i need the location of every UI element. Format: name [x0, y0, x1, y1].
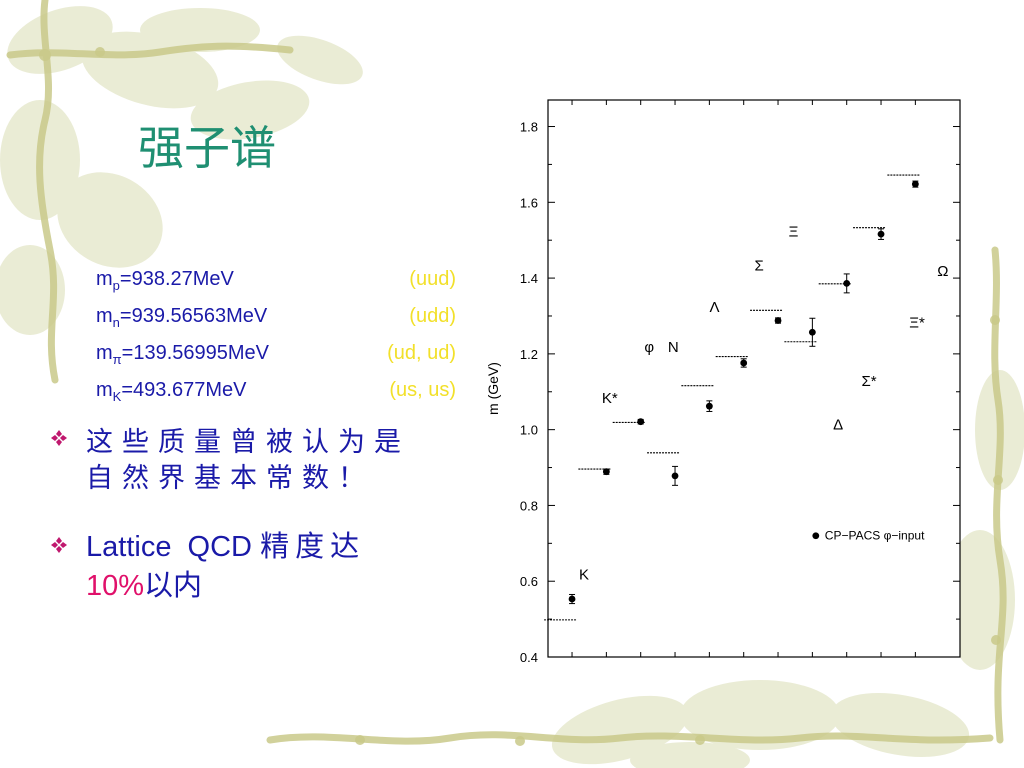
- particle-label: Λ: [710, 299, 720, 316]
- diamond-cluster-icon: [51, 430, 67, 446]
- y-axis-label: m (GeV): [485, 362, 501, 415]
- mass-row-proton: mp=938.27MeV (uud): [96, 268, 456, 305]
- y-tick-label: 1.2: [520, 347, 538, 362]
- bullet-item: Lattice QCD 精度达 10%以内: [50, 527, 475, 605]
- precision-text: 精度达: [260, 529, 366, 563]
- bullet-line: 10%以内: [86, 566, 475, 605]
- y-tick-label: 1.0: [520, 423, 538, 438]
- mass-row-kaon: mK=493.677MeV (us, us): [96, 379, 456, 416]
- quark-content: (uud): [409, 268, 456, 290]
- bullet-list: 这些质量曾被认为是 自然界基本常数！ Lattice QCD 精度达 10%以内: [50, 425, 475, 605]
- data-point: [637, 418, 645, 426]
- mass-row-pion: mπ=139.56995MeV (ud, ud): [96, 342, 456, 379]
- data-point: [602, 468, 610, 476]
- data-point: [671, 472, 679, 480]
- percent-highlight: 10%: [86, 570, 145, 602]
- slide-title: 强子谱: [138, 121, 276, 175]
- y-tick-label: 1.6: [520, 195, 538, 210]
- particle-label: Σ: [755, 258, 764, 275]
- particle-label: K: [579, 566, 589, 583]
- legend-label: CP−PACS φ−input: [825, 529, 925, 543]
- legend-marker: [812, 532, 820, 540]
- data-point: [877, 230, 885, 238]
- particle-label: Σ*: [861, 373, 876, 390]
- bullet-line: Lattice QCD 精度达: [86, 527, 475, 566]
- data-point: [568, 595, 576, 603]
- mass-label: mp=938.27MeV: [96, 268, 234, 293]
- bullet-line: 这些质量曾被认为是: [86, 427, 410, 458]
- data-point: [705, 402, 713, 410]
- plot-frame: [547, 99, 961, 658]
- within-text: 以内: [144, 568, 203, 602]
- quark-content: (ud, ud): [387, 342, 456, 364]
- particle-label: Ω: [937, 263, 948, 280]
- y-tick-label: 1.8: [520, 120, 538, 135]
- y-tick-label: 0.6: [520, 574, 538, 589]
- bullet-line: 自然界基本常数！: [86, 463, 374, 494]
- particle-label: Ξ: [789, 223, 799, 240]
- data-point: [774, 317, 782, 324]
- quark-content: (udd): [409, 305, 456, 327]
- lattice-qcd-text: Lattice QCD: [86, 531, 252, 563]
- y-tick-label: 1.4: [520, 271, 538, 286]
- particle-label: N: [668, 339, 679, 356]
- data-point: [843, 279, 851, 287]
- particle-label: φ: [644, 339, 654, 356]
- particle-mass-list: mp=938.27MeV (uud) mn=939.56563MeV (udd)…: [96, 268, 456, 416]
- diamond-cluster-icon: [51, 537, 67, 553]
- data-point: [911, 180, 919, 188]
- y-tick-label: 0.8: [520, 498, 538, 513]
- hadron-mass-chart: 0.4 0.6 0.8 1.0 1.2 1.4 1.6 1.8 m (GeV) K K* φ N Λ Σ Ξ Δ…: [485, 99, 961, 665]
- mass-row-neutron: mn=939.56563MeV (udd): [96, 305, 456, 342]
- data-point: [808, 328, 816, 336]
- mass-label: mK=493.677MeV: [96, 379, 247, 404]
- bullet-item: 这些质量曾被认为是 自然界基本常数！: [50, 425, 475, 503]
- particle-label: K*: [602, 390, 618, 407]
- particle-label: Ξ*: [909, 314, 925, 331]
- quark-content: (us, us): [389, 379, 456, 401]
- mass-label: mn=939.56563MeV: [96, 305, 268, 330]
- y-tick-label: 0.4: [520, 650, 538, 665]
- data-point: [740, 359, 748, 367]
- mass-label: mπ=139.56995MeV: [96, 342, 269, 367]
- particle-label: Δ: [833, 417, 843, 434]
